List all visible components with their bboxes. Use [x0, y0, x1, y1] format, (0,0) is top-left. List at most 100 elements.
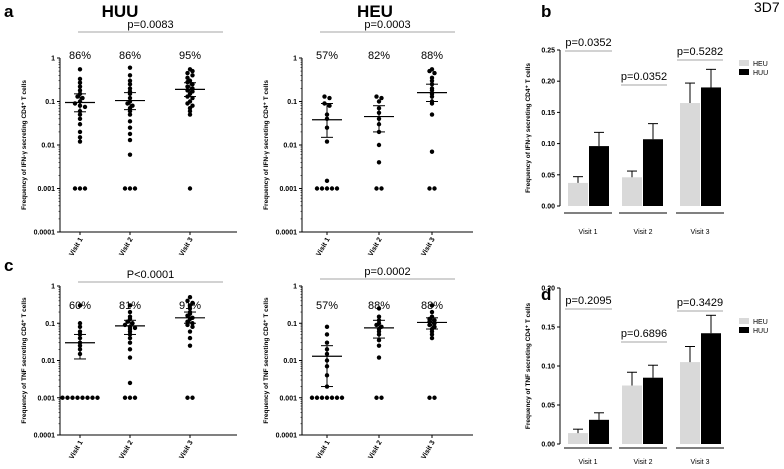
percent-responders: 82%: [368, 50, 390, 62]
data-point: [122, 322, 128, 328]
data-point: [127, 340, 133, 345]
data-point: [319, 186, 325, 191]
data-point: [374, 186, 379, 191]
data-point: [187, 108, 193, 114]
data-point: [80, 95, 85, 101]
data-point: [127, 112, 133, 117]
data-point: [376, 306, 382, 311]
data-point: [429, 309, 435, 315]
legend-swatch-heu: [739, 60, 749, 66]
bar-heu: [568, 182, 588, 206]
p-value-label: p=0.0003: [364, 19, 410, 31]
y-tick-label: 0.10: [541, 141, 555, 148]
data-point: [432, 186, 437, 191]
data-point: [127, 81, 133, 87]
data-point: [77, 129, 83, 135]
data-point: [329, 186, 335, 191]
data-point: [132, 186, 138, 191]
data-point: [429, 112, 435, 117]
data-point: [376, 142, 382, 148]
y-tick-label: 0.15: [541, 325, 555, 332]
data-point: [65, 395, 70, 400]
y-axis-title: Frequency of IFN-γ secreting CD4⁺ T cell…: [21, 80, 28, 210]
data-point: [82, 104, 88, 110]
data-point: [127, 335, 133, 341]
x-tick-label: Visit 2: [634, 229, 653, 236]
data-point: [127, 73, 133, 78]
y-tick-label: 0.001: [279, 395, 297, 402]
p-value-label: p=0.3429: [677, 297, 723, 309]
percent-responders: 86%: [119, 50, 141, 62]
data-point: [427, 186, 432, 191]
y-tick-label: 1: [293, 284, 297, 291]
data-point: [376, 99, 382, 104]
data-point: [339, 395, 345, 400]
data-point: [132, 395, 138, 400]
p-value-label: p=0.6896: [621, 328, 667, 340]
x-tick-label: Visit 3: [178, 439, 194, 460]
panel-d: d 0.00 0.05 0.10 0.15 0.20 Frequency of TNF se…: [525, 285, 768, 466]
data-point: [432, 70, 437, 76]
data-point: [77, 67, 83, 72]
x-tick-label: Visit 1: [68, 439, 84, 460]
group-title: HEU: [357, 2, 393, 21]
data-point: [324, 324, 330, 330]
x-tick-label: Visit 1: [68, 236, 84, 257]
data-point: [127, 131, 133, 137]
panel-letter: c: [4, 256, 13, 275]
p-value-label: p=0.0083: [127, 19, 173, 31]
y-tick-label: 0.25: [541, 48, 555, 55]
y-tick-label: 0.15: [541, 110, 555, 117]
data-point: [374, 322, 379, 328]
data-point: [185, 395, 190, 400]
data-point: [127, 65, 133, 70]
data-point: [429, 303, 435, 308]
legend-label: HUU: [753, 70, 768, 77]
data-point: [77, 139, 83, 144]
data-point: [322, 94, 327, 99]
x-tick-label: Visit 1: [315, 439, 331, 460]
data-point: [187, 306, 193, 311]
panel-b: b 0.00 0.05 0.10 0.15 0.20 0.25 Frequency of IF…: [525, 2, 768, 236]
data-point: [314, 186, 320, 191]
percent-responders: 86%: [69, 50, 91, 62]
y-tick-label: 0.0001: [34, 433, 56, 440]
y-axis-title: Frequency of IFN-γ secreting CD4⁺ T cell…: [263, 80, 270, 210]
data-point: [127, 186, 133, 191]
data-point: [77, 116, 83, 122]
data-point: [127, 137, 133, 143]
data-point: [187, 112, 193, 117]
p-value-label: p=0.0352: [621, 71, 667, 83]
data-point: [77, 186, 83, 191]
panel-a2: HEU 0.0001 0.001 0.01 0.1 1 Frequency of IFN-γ…: [263, 2, 473, 258]
data-point: [376, 314, 382, 319]
data-point: [329, 395, 335, 400]
data-point: [429, 78, 435, 83]
data-point: [127, 78, 133, 83]
data-point: [77, 135, 83, 140]
data-point: [185, 75, 190, 81]
y-tick-label: 0.1: [287, 99, 297, 106]
data-point: [187, 335, 193, 341]
data-point: [77, 88, 83, 93]
data-point: [429, 332, 435, 337]
data-point: [77, 303, 83, 308]
y-tick-label: 0.00: [541, 204, 555, 211]
data-point: [77, 112, 83, 117]
data-point: [190, 68, 195, 74]
p-value-label: p=0.2095: [565, 295, 611, 307]
y-tick-label: 0.1: [45, 321, 55, 328]
data-point: [427, 322, 432, 328]
data-point: [77, 321, 83, 326]
data-point: [127, 152, 133, 157]
y-axis-title: Frequency of TNF secreting CD4⁺ T cells: [263, 297, 270, 424]
data-point: [77, 80, 83, 85]
data-point: [75, 94, 80, 99]
y-tick-label: 0.1: [287, 321, 297, 328]
y-tick-label: 0.01: [41, 143, 55, 150]
bar-huu: [643, 377, 663, 444]
x-tick-label: Visit 2: [367, 439, 383, 460]
data-point: [324, 332, 330, 337]
data-point: [374, 94, 379, 99]
